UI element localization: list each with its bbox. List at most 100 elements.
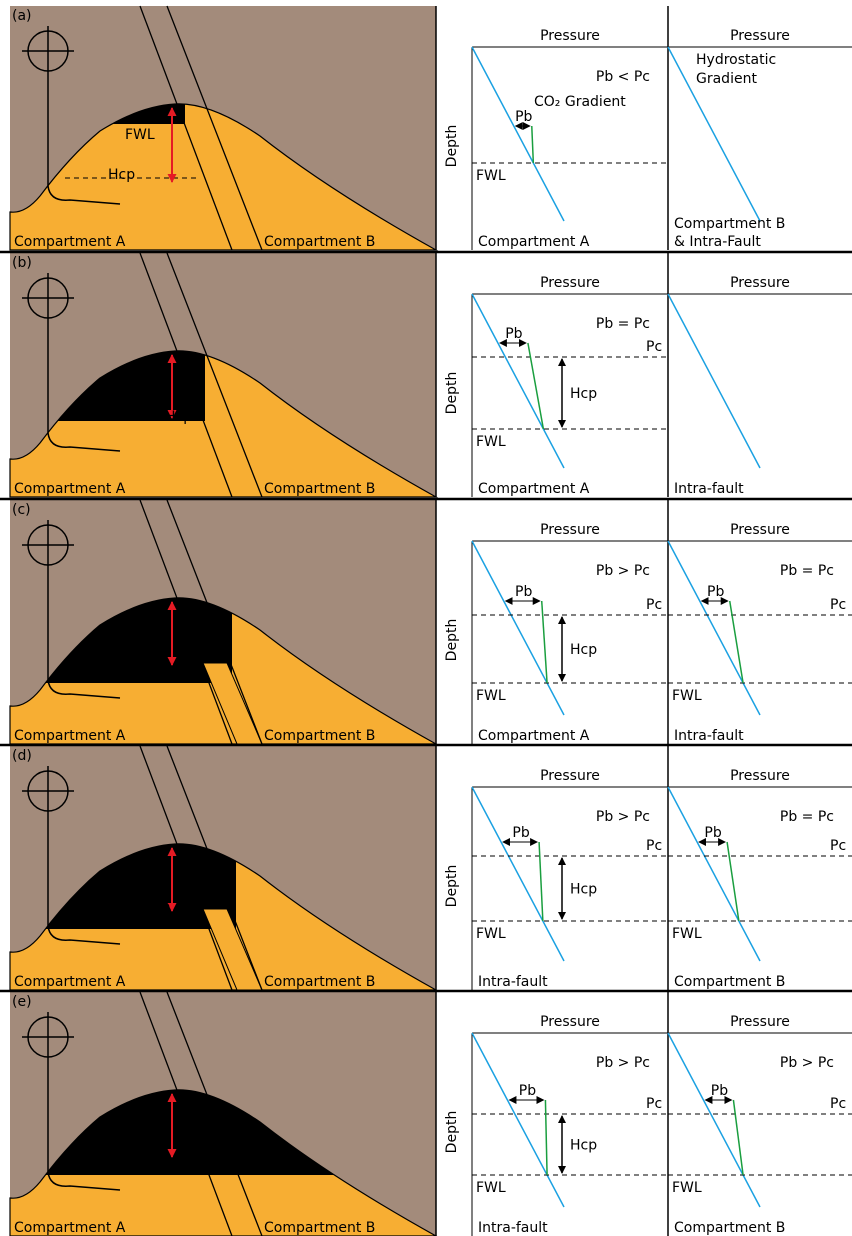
fwl-label: FWL — [672, 926, 702, 942]
caption: Compartment A — [478, 481, 590, 497]
pc-label: Pc — [646, 339, 662, 355]
co2-gradient — [539, 842, 543, 921]
relation: Pb = Pc — [596, 316, 650, 332]
panel: FWL Hcp (b) Compartment A Compartment B Depth… — [10, 253, 852, 497]
co2-gradient — [542, 601, 547, 683]
axis-title: Pressure — [730, 275, 790, 291]
fwl-label: FWL — [476, 688, 506, 704]
depth-label: Depth — [444, 1111, 460, 1154]
pc-label: Pc — [646, 597, 662, 613]
compartment-label: Compartment A — [14, 728, 126, 744]
axis-title: Pressure — [540, 275, 600, 291]
axis-title: Pressure — [730, 1014, 790, 1030]
fwl-label: FWL — [85, 911, 119, 927]
co2-gradient — [532, 126, 534, 163]
pb-label: Pb — [707, 584, 724, 600]
hcp-label: Hcp — [140, 899, 170, 915]
axis-title: Pressure — [730, 522, 790, 538]
hydrostatic-gradient — [472, 47, 564, 221]
axis-title: Pressure — [540, 28, 600, 44]
compartment-label: Compartment A — [14, 481, 126, 497]
panel: FWL Hcp (d) Compartment A Compartment B Depth… — [10, 746, 852, 990]
panel-label: (c) — [12, 502, 31, 518]
co2-gradient — [528, 343, 543, 429]
relation: Pb = Pc — [780, 563, 834, 579]
compartment-label: Compartment B — [264, 974, 375, 990]
caption: Intra-fault — [674, 728, 744, 744]
relation: Pb > Pc — [596, 809, 650, 825]
note: Hydrostatic — [696, 52, 776, 68]
compartment-label: Compartment B — [264, 481, 375, 497]
relation: Pb > Pc — [596, 1055, 650, 1071]
panel-label: (d) — [12, 748, 32, 764]
compartment-label: Compartment A — [14, 1220, 126, 1236]
pb-label: Pb — [711, 1083, 728, 1099]
fwl-label: FWL — [80, 1162, 114, 1178]
fwl-label: FWL — [476, 168, 506, 184]
caption: & Intra-Fault — [674, 234, 761, 250]
depth-label: Depth — [444, 865, 460, 908]
pc-label: Pc — [830, 838, 846, 854]
panel-label: (e) — [12, 994, 32, 1010]
caption: Compartment A — [478, 234, 590, 250]
caption: Compartment B — [674, 1220, 785, 1236]
pc-label: Pc — [830, 1096, 846, 1112]
panel: FWL Hcp (e) Compartment A Compartment B Depth… — [10, 992, 852, 1236]
hcp-label: Hcp — [570, 386, 597, 402]
hcp-label: Hcp — [165, 409, 192, 425]
depth-label: Depth — [444, 372, 460, 415]
fwl-label: FWL — [672, 1180, 702, 1196]
relation: Pb < Pc — [596, 69, 650, 85]
pb-label: Pb — [704, 825, 721, 841]
hcp-label: Hcp — [140, 654, 170, 670]
caption: Intra-fault — [674, 481, 744, 497]
co2-gradient — [545, 1100, 547, 1175]
panel-label: (b) — [12, 255, 32, 271]
caption: Intra-fault — [478, 1220, 548, 1236]
figure: FWL Hcp (a) Compartment A Compartment B Depth… — [0, 0, 852, 1236]
caption: Intra-fault — [478, 974, 548, 990]
hcp-label: Hcp — [570, 882, 597, 898]
fwl-label: FWL — [80, 409, 110, 425]
pb-label: Pb — [505, 326, 522, 342]
pb-label: Pb — [519, 1083, 536, 1099]
fwl-label: FWL — [476, 926, 506, 942]
panel-label: (a) — [12, 8, 32, 24]
caption: Compartment B — [674, 974, 785, 990]
note: Gradient — [696, 71, 757, 87]
axis-title: Pressure — [540, 522, 600, 538]
hcp-label: Hcp — [570, 1138, 597, 1154]
co2-gradient — [733, 1100, 743, 1175]
relation: Pb > Pc — [596, 563, 650, 579]
pb-label: Pb — [512, 825, 529, 841]
compartment-label: Compartment A — [14, 974, 126, 990]
hcp-label: Hcp — [570, 642, 597, 658]
compartment-label: Compartment B — [264, 234, 375, 250]
gradient-label: CO₂ Gradient — [534, 94, 626, 110]
caption: Compartment B — [674, 216, 785, 232]
axis-title: Pressure — [540, 1014, 600, 1030]
hydrostatic-gradient — [668, 294, 760, 468]
axis-title: Pressure — [730, 28, 790, 44]
fwl-label: FWL — [85, 670, 119, 686]
fwl-label: FWL — [476, 1180, 506, 1196]
compartment-label: Compartment A — [14, 234, 126, 250]
hcp-label: Hcp — [108, 167, 135, 183]
caption: Compartment A — [478, 728, 590, 744]
axis-title: Pressure — [730, 768, 790, 784]
pb-label: Pb — [515, 109, 532, 125]
panel: FWL Hcp (c) Compartment A Compartment B Depth… — [10, 500, 852, 744]
compartment-label: Compartment B — [264, 728, 375, 744]
relation: Pb > Pc — [780, 1055, 834, 1071]
relation: Pb = Pc — [780, 809, 834, 825]
depth-label: Depth — [444, 619, 460, 662]
fwl-label: FWL — [476, 434, 506, 450]
hcp-label: Hcp — [140, 1150, 170, 1166]
pc-label: Pc — [830, 597, 846, 613]
fwl-label: FWL — [672, 688, 702, 704]
compartment-label: Compartment B — [264, 1220, 375, 1236]
axis-title: Pressure — [540, 768, 600, 784]
pc-label: Pc — [646, 1096, 662, 1112]
pc-label: Pc — [646, 838, 662, 854]
